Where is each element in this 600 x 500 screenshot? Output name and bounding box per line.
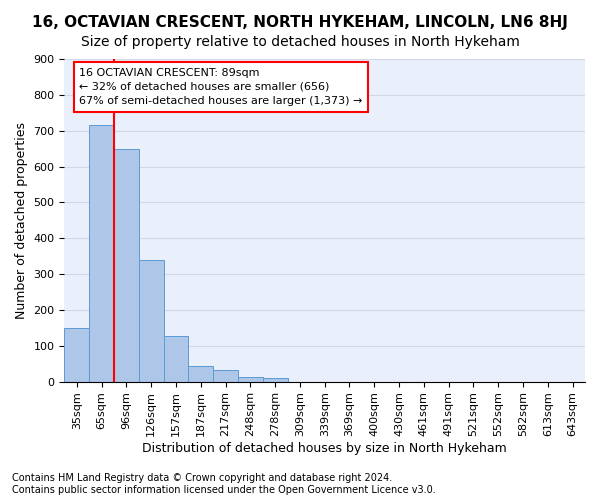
X-axis label: Distribution of detached houses by size in North Hykeham: Distribution of detached houses by size …	[142, 442, 507, 455]
Bar	[64, 328, 89, 382]
Text: Size of property relative to detached houses in North Hykeham: Size of property relative to detached ho…	[80, 35, 520, 49]
Bar	[188, 366, 213, 382]
Bar	[89, 126, 114, 382]
Bar	[114, 148, 139, 382]
Bar	[238, 377, 263, 382]
Bar	[139, 260, 164, 382]
Bar	[263, 378, 287, 382]
Text: Contains HM Land Registry data © Crown copyright and database right 2024.
Contai: Contains HM Land Registry data © Crown c…	[12, 474, 436, 495]
Text: 16, OCTAVIAN CRESCENT, NORTH HYKEHAM, LINCOLN, LN6 8HJ: 16, OCTAVIAN CRESCENT, NORTH HYKEHAM, LI…	[32, 15, 568, 30]
Bar	[164, 336, 188, 382]
Text: 16 OCTAVIAN CRESCENT: 89sqm
← 32% of detached houses are smaller (656)
67% of se: 16 OCTAVIAN CRESCENT: 89sqm ← 32% of det…	[79, 68, 362, 106]
Y-axis label: Number of detached properties: Number of detached properties	[15, 122, 28, 319]
Bar	[213, 370, 238, 382]
